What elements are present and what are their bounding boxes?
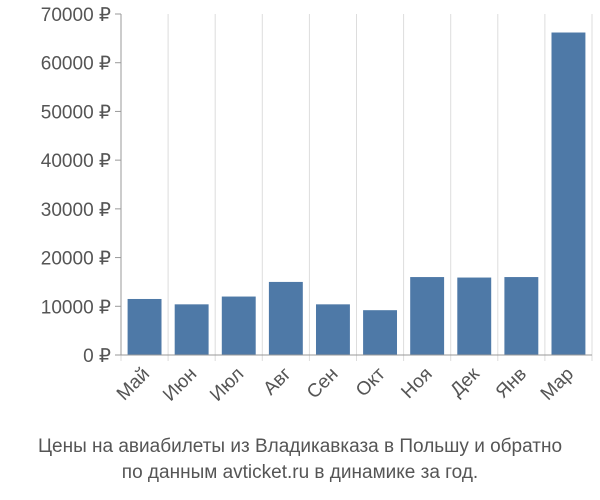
bar bbox=[127, 298, 162, 355]
bar bbox=[174, 304, 209, 355]
bar bbox=[221, 296, 256, 355]
y-tick-label: 40000 ₽ bbox=[41, 151, 111, 172]
bar bbox=[315, 304, 350, 355]
y-tick-label: 70000 ₽ bbox=[41, 5, 111, 26]
x-tick-labels: Май Июн Июл Авг Сен Окт Ноя Дек Янв Мар bbox=[113, 363, 578, 406]
y-tick-label: 30000 ₽ bbox=[41, 200, 111, 221]
y-tick-label: 0 ₽ bbox=[83, 346, 111, 367]
bar bbox=[551, 32, 586, 356]
y-tick-label: 60000 ₽ bbox=[41, 54, 111, 75]
x-tick-label: Ноя bbox=[397, 364, 436, 403]
bar bbox=[457, 277, 492, 355]
y-tick-label: 20000 ₽ bbox=[41, 249, 111, 270]
x-tick-label: Окт bbox=[352, 363, 390, 401]
y-tick-label: 50000 ₽ bbox=[41, 102, 111, 123]
bars bbox=[127, 32, 586, 356]
x-tick-label: Май bbox=[113, 364, 154, 405]
chart-caption-line-1: Цены на авиабилеты из Владикавказа в Пол… bbox=[37, 436, 563, 457]
bar bbox=[410, 277, 445, 355]
x-tick-label: Июл bbox=[206, 364, 248, 406]
bar bbox=[268, 281, 303, 355]
y-tick-labels: 0 ₽ 10000 ₽ 20000 ₽ 30000 ₽ 40000 ₽ 50000 ₽ 60… bbox=[41, 5, 111, 367]
x-tick-label: Июн bbox=[159, 364, 201, 406]
x-tick-label: Авг bbox=[260, 364, 296, 400]
bar-chart: 0 ₽ 10000 ₽ 20000 ₽ 30000 ₽ 40000 ₽ 50000 ₽ 60… bbox=[41, 5, 593, 406]
y-tick-label: 10000 ₽ bbox=[41, 297, 111, 318]
bar bbox=[504, 277, 539, 355]
x-tick-label: Мар bbox=[537, 364, 578, 405]
x-tick-label: Дек bbox=[446, 363, 484, 401]
chart-caption-line-2: по данным avticket.ru в динамике за год. bbox=[121, 462, 479, 483]
x-tick-label: Янв bbox=[492, 364, 531, 403]
grid-lines bbox=[120, 14, 593, 361]
bar bbox=[363, 310, 398, 355]
axes bbox=[115, 13, 592, 356]
x-tick-label: Сен bbox=[303, 364, 342, 403]
